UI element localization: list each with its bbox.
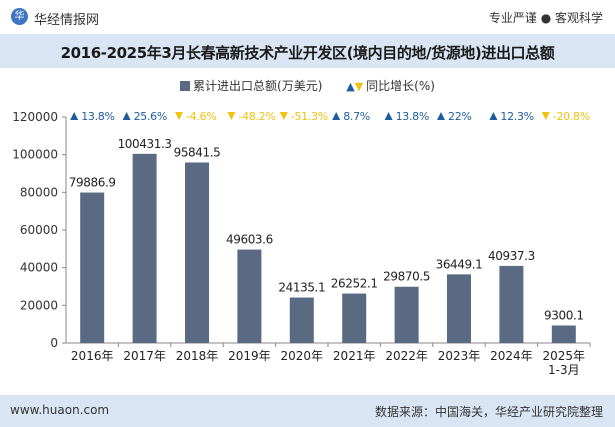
growth-up-triangle-icon: [384, 112, 393, 120]
bar: [499, 265, 524, 343]
x-tick-label: 2016年: [71, 349, 114, 363]
website-url: www.huaon.com: [10, 403, 110, 417]
bar: [237, 249, 262, 343]
bar-value-label: 24135.1: [278, 281, 325, 295]
brand-tagline: 专业严谨 ● 客观科学: [488, 11, 603, 25]
chart-legend: 累计进出口总额(万美元) ▲▼ 同比增长(%): [0, 77, 615, 94]
growth-down-triangle-icon: [541, 112, 550, 120]
x-tick-label: 2023年: [438, 349, 481, 363]
y-tick-label: 40000: [20, 261, 58, 275]
title-band: 2016-2025年3月长春高新技术产业开发区(境内目的地/货源地)进出口总额: [0, 34, 615, 68]
bar: [185, 162, 209, 343]
footer-band: www.huaon.com 数据来源：中国海关，华经产业研究院整理: [0, 395, 615, 427]
growth-rate-label: 12.3%: [500, 110, 533, 123]
x-tick-label: 2020年: [281, 349, 324, 363]
bar-value-label: 100431.3: [118, 137, 172, 151]
x-tick-label: 2021年: [333, 349, 376, 363]
x-tick-label: 2019年: [228, 349, 271, 363]
bar-value-label: 49603.6: [226, 233, 273, 247]
x-tick-label: 2022年: [385, 349, 428, 363]
x-tick-label: 2017年: [123, 349, 166, 363]
y-tick-label: 120000: [12, 110, 58, 124]
bar: [447, 274, 471, 343]
bar-value-label: 36449.1: [436, 257, 483, 271]
legend-up-triangle-icon: ▲: [346, 80, 355, 93]
bar: [289, 297, 314, 343]
growth-rate-label: 13.8%: [81, 110, 114, 123]
brand-name: 华经情报网: [34, 13, 100, 28]
growth-rate-label: -20.8%: [553, 110, 590, 123]
growth-rate-label: 8.7%: [343, 110, 370, 123]
growth-rate-label: 13.8%: [396, 110, 429, 123]
bar-value-label: 79886.9: [69, 176, 116, 190]
bar-value-label: 95841.5: [174, 145, 221, 159]
legend-label-growth: 同比增长(%): [366, 79, 435, 93]
growth-rate-label: 22%: [448, 110, 472, 123]
growth-up-triangle-icon: [489, 112, 498, 120]
top-bar: 华 华经情报网 专业严谨 ● 客观科学: [0, 0, 615, 34]
y-tick-label: 80000: [20, 185, 58, 199]
growth-down-triangle-icon: [227, 112, 236, 120]
huajing-logo-icon: 华: [11, 8, 28, 25]
growth-up-triangle-icon: [332, 112, 341, 120]
growth-rate-label: -48.2%: [238, 110, 275, 123]
legend-item-total: 累计进出口总额(万美元): [180, 77, 322, 94]
bar: [394, 286, 419, 343]
data-source: 数据来源：中国海关，华经产业研究院整理: [374, 405, 603, 419]
growth-rate-label: 25.6%: [134, 110, 167, 123]
x-tick-label: 1-3月: [548, 363, 580, 377]
growth-rate-label: -4.6%: [186, 110, 216, 123]
growth-up-triangle-icon: [70, 112, 79, 120]
x-tick-label: 2025年: [543, 349, 586, 363]
legend-item-growth: ▲▼ 同比增长(%): [346, 77, 435, 94]
bar: [342, 293, 367, 343]
y-tick-label: 0: [50, 336, 58, 350]
growth-rate-label: -51.3%: [291, 110, 328, 123]
y-tick-label: 100000: [12, 148, 58, 162]
bar-value-label: 26252.1: [331, 277, 378, 291]
bar: [80, 192, 105, 343]
bar-value-label: 9300.1: [544, 308, 584, 322]
chart-title: 2016-2025年3月长春高新技术产业开发区(境内目的地/货源地)进出口总额: [60, 44, 555, 62]
bar-value-label: 40937.3: [488, 249, 535, 263]
y-tick-label: 60000: [20, 223, 58, 237]
bar-chart: 0 20000 40000 60000 80000 100000 120000 79886.9…: [12, 110, 591, 377]
growth-down-triangle-icon: [279, 112, 288, 120]
growth-up-triangle-icon: [122, 112, 131, 120]
x-tick-label: 2018年: [176, 349, 219, 363]
growth-up-triangle-icon: [437, 112, 445, 120]
bar: [132, 153, 157, 343]
x-tick-label: 2024年: [490, 349, 533, 363]
legend-bar-swatch: [180, 81, 191, 91]
growth-down-triangle-icon: [175, 112, 183, 120]
legend-label-total: 累计进出口总额(万美元): [193, 79, 323, 93]
legend-down-triangle-icon: ▼: [354, 80, 364, 93]
bar: [551, 325, 576, 343]
bar-value-label: 29870.5: [383, 270, 430, 284]
y-tick-label: 20000: [20, 298, 58, 312]
